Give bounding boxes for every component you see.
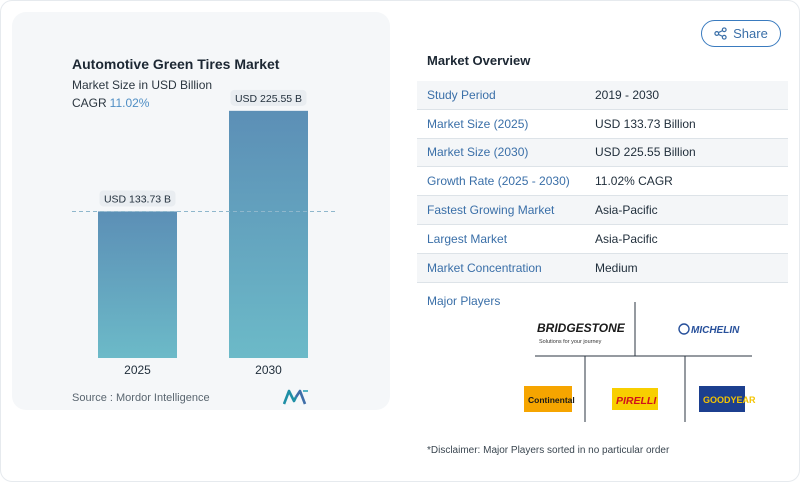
data-label-text: USD 225.55 B	[235, 93, 302, 105]
bar-2030	[229, 110, 308, 358]
overview-row: Growth Rate (2025 - 2030) 11.02% CAGR	[417, 167, 788, 197]
overview-row: Market Size (2025) USD 133.73 Billion	[417, 110, 788, 139]
source-note: Source : Mordor Intelligence	[72, 392, 210, 404]
data-label-2030: USD 225.55 B	[230, 89, 307, 106]
cagr-line: CAGR 11.02%	[72, 96, 149, 110]
row-value: Asia-Pacific	[595, 203, 658, 218]
share-label: Share	[733, 26, 768, 41]
row-value: 11.02% CAGR	[595, 174, 673, 189]
row-value: 2019 - 2030	[595, 87, 660, 102]
michelin-man-icon	[678, 323, 690, 335]
mordor-logo-icon	[283, 389, 308, 405]
row-label: Market Concentration	[427, 260, 542, 275]
pirelli-wordmark: PIRELLI	[616, 395, 657, 407]
overview-title: Market Overview	[427, 53, 531, 68]
michelin-logo: MICHELIN	[676, 320, 740, 338]
pirelli-logo: PIRELLI	[612, 388, 658, 410]
major-players-title: Major Players	[427, 294, 501, 308]
x-tick-label: 2025	[124, 363, 151, 377]
disclaimer: *Disclaimer: Major Players sorted in no …	[427, 445, 670, 456]
row-value: USD 225.55 Billion	[595, 145, 696, 160]
bar-chart: USD 133.73 B 2025 USD 225.55 B 2030	[72, 89, 338, 377]
chart-title: Automotive Green Tires Market	[72, 56, 280, 72]
share-button[interactable]: Share	[701, 20, 781, 47]
bridgestone-wordmark: BRIDGESTONE	[537, 321, 626, 335]
bridgestone-tagline: Solutions for your journey	[539, 339, 602, 345]
cagr-value: 11.02%	[109, 96, 150, 110]
row-label: Fastest Growing Market	[427, 203, 555, 218]
chart-subtitle: Market Size in USD Billion	[72, 78, 213, 92]
overview-table: Study Period 2019 - 2030 Market Size (20…	[417, 81, 788, 283]
cagr-label: CAGR	[72, 96, 107, 110]
row-value: Asia-Pacific	[595, 231, 658, 246]
share-icon	[714, 27, 727, 40]
row-label: Growth Rate (2025 - 2030)	[427, 174, 570, 189]
x-tick-label: 2030	[255, 363, 282, 377]
data-label-2025: USD 133.73 B	[99, 190, 176, 207]
overview-row: Market Concentration Medium	[417, 253, 788, 283]
bar-2025	[98, 211, 177, 358]
row-value: USD 133.73 Billion	[595, 116, 696, 131]
overview-row: Fastest Growing Market Asia-Pacific	[417, 196, 788, 225]
michelin-wordmark: MICHELIN	[691, 325, 740, 336]
row-label: Market Size (2025)	[427, 116, 529, 131]
data-label-text: USD 133.73 B	[104, 193, 171, 205]
goodyear-wordmark: GOODYEAR	[703, 395, 756, 405]
continental-wordmark: Continental	[528, 395, 575, 405]
goodyear-logo: GOODYEAR	[699, 386, 756, 412]
row-value: Medium	[595, 260, 638, 275]
row-label: Study Period	[427, 87, 496, 102]
continental-logo: Continental	[524, 386, 575, 412]
overview-row: Study Period 2019 - 2030	[417, 81, 788, 110]
row-label: Largest Market	[427, 231, 508, 246]
row-label: Market Size (2030)	[427, 145, 529, 160]
overview-row: Largest Market Asia-Pacific	[417, 225, 788, 254]
bridgestone-logo: BRIDGESTONE Solutions for your journey	[537, 321, 626, 345]
overview-row: Market Size (2030) USD 225.55 Billion	[417, 138, 788, 168]
